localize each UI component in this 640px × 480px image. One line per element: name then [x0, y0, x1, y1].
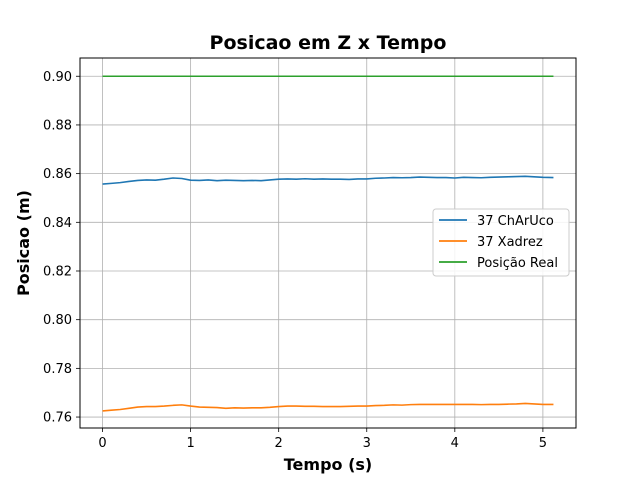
ticks: 0 1 2 3 4 5 0.76 0.78 0.80 0.82 0.84 0.86 0.88 0.90: [43, 70, 547, 451]
y-tick-label: 0.90: [43, 70, 72, 85]
legend: 37 ChArUco 37 Xadrez Posição Real: [432, 208, 570, 277]
x-tick-label: 4: [451, 436, 459, 451]
x-axis-title: Tempo (s): [284, 455, 372, 474]
x-tick-label: 3: [363, 436, 371, 451]
y-tick-label: 0.78: [43, 362, 72, 377]
legend-box: [432, 208, 570, 277]
y-tick-label: 0.80: [43, 313, 72, 328]
y-tick-label: 0.82: [43, 264, 72, 279]
y-tick-label: 0.86: [43, 167, 72, 182]
legend-label: 37 ChArUco: [477, 214, 554, 229]
x-tick-label: 1: [186, 436, 194, 451]
y-tick-label: 0.88: [43, 118, 72, 133]
chart-title: Posicao em Z x Tempo: [210, 32, 447, 54]
legend-label: Posição Real: [477, 256, 558, 271]
x-tick-label: 5: [539, 436, 547, 451]
x-tick-label: 2: [275, 436, 283, 451]
y-tick-label: 0.84: [43, 216, 72, 231]
x-tick-label: 0: [98, 436, 106, 451]
series-lines: [102, 75, 554, 412]
legend-label: 37 Xadrez: [477, 235, 543, 250]
series-line-1: [102, 402, 554, 412]
y-axis-title: Posicao (m): [14, 190, 33, 296]
series-line-0: [102, 175, 554, 185]
y-tick-label: 0.76: [43, 411, 72, 426]
plot-frame: [79, 57, 577, 429]
